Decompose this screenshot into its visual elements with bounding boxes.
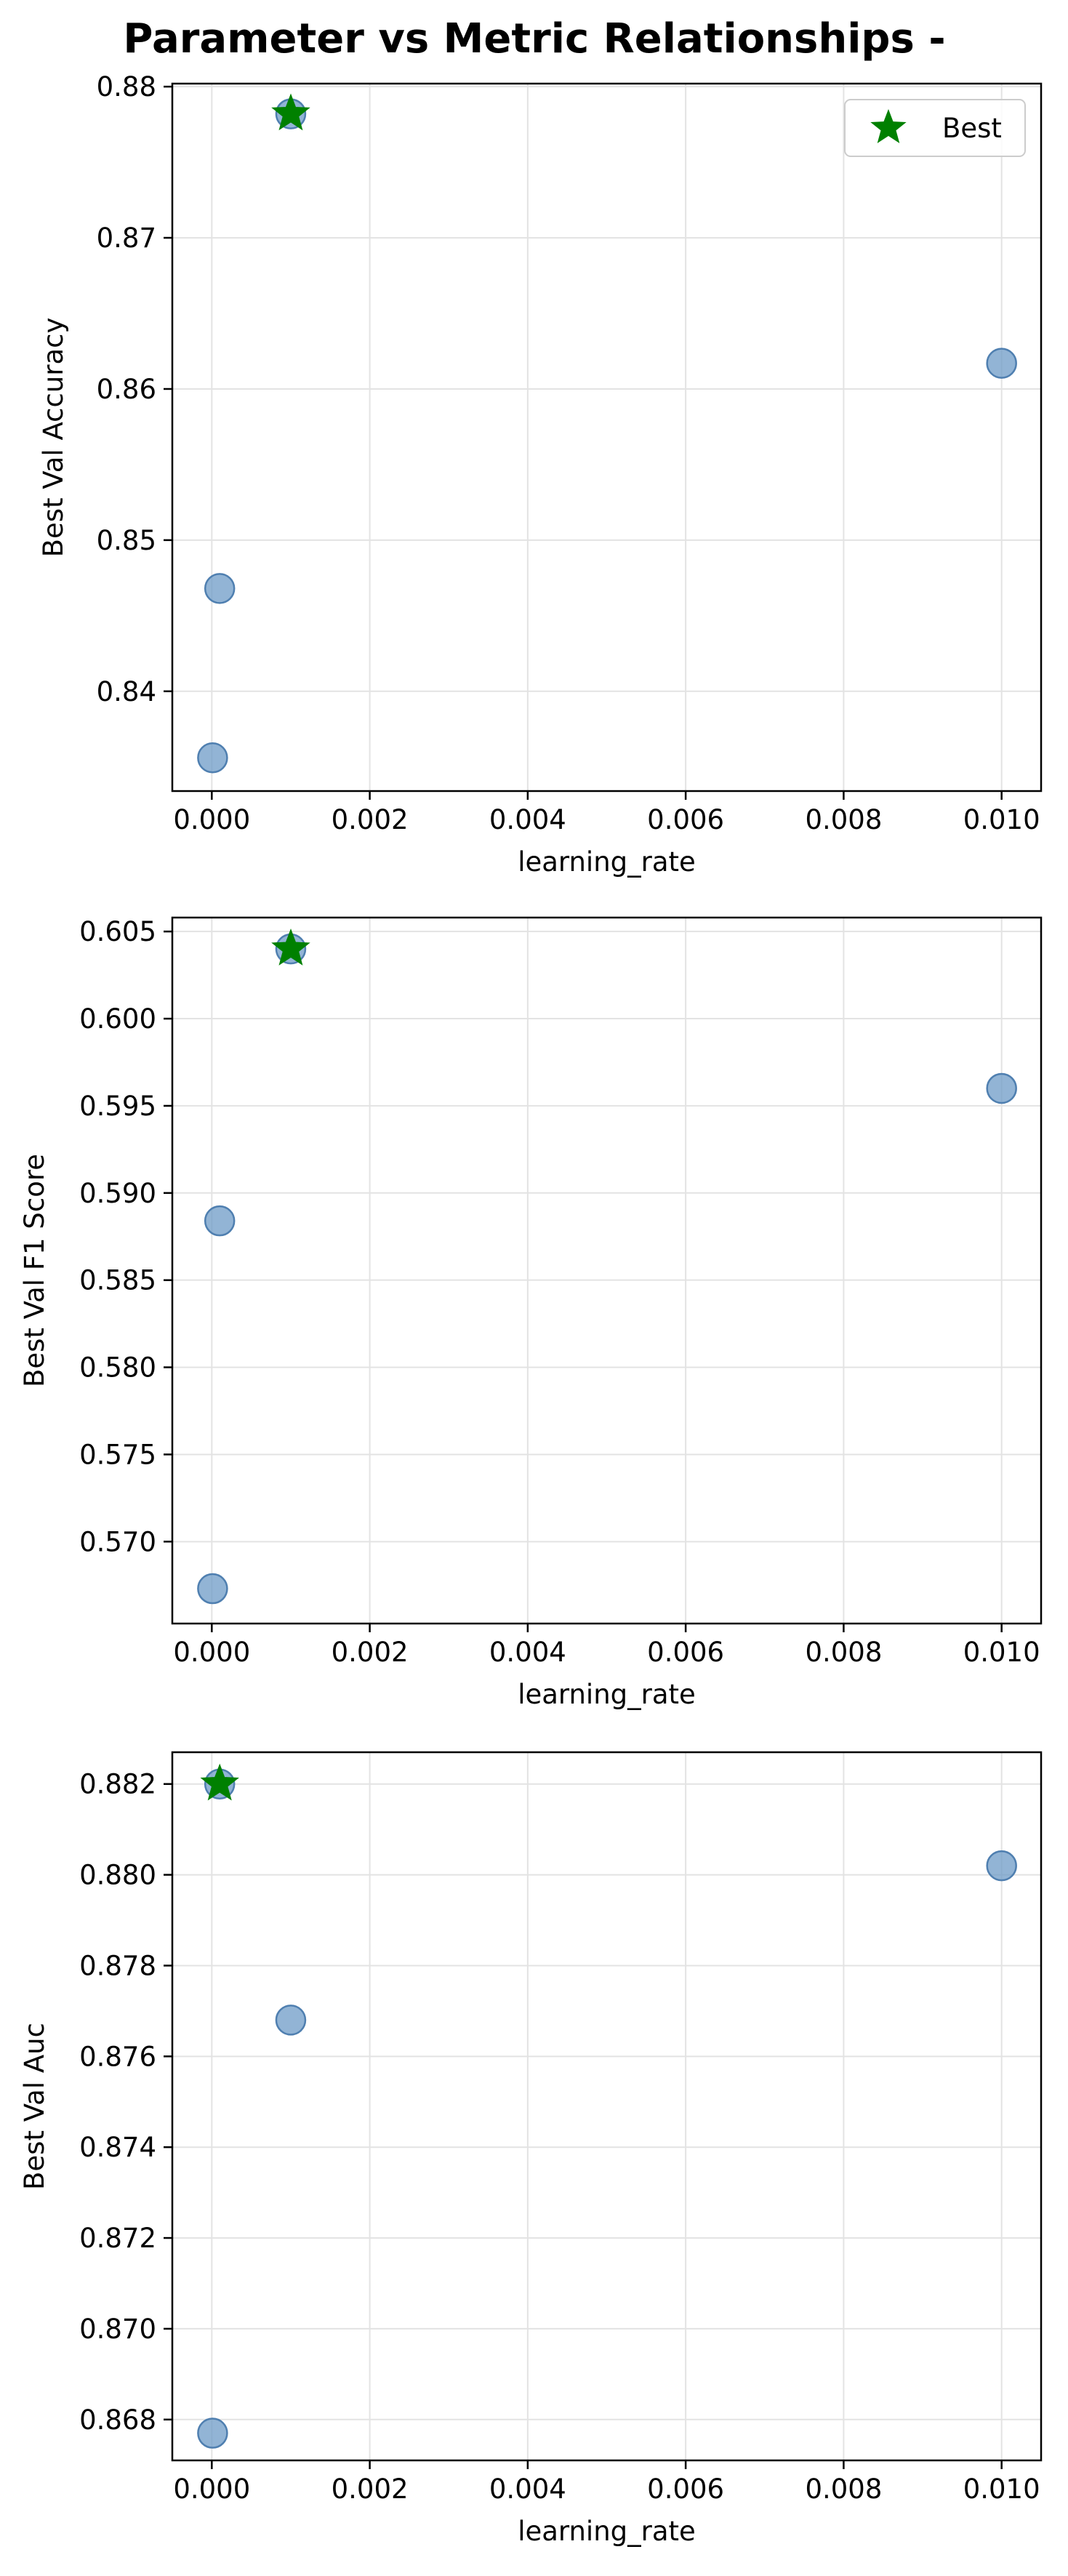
accuracy-y-tick-label: 0.87 [97, 222, 156, 254]
accuracy-y-tick-label: 0.88 [97, 71, 156, 103]
f1-score-data-point [197, 1573, 228, 1605]
accuracy-y-tick-label: 0.85 [97, 525, 156, 556]
accuracy-data-point [204, 573, 236, 604]
accuracy-data-point [197, 742, 228, 774]
accuracy-legend: Best [844, 99, 1026, 157]
f1-score-x-tick-label: 0.010 [963, 1637, 1040, 1668]
accuracy-x-tick-label: 0.004 [489, 804, 566, 835]
f1-score-data-point [204, 1205, 236, 1237]
accuracy-y-tick-label: 0.86 [97, 374, 156, 405]
figure-title: Parameter vs Metric Relationships - [123, 15, 945, 63]
auc-y-tick-label: 0.868 [79, 2404, 156, 2436]
accuracy-x-tick-label: 0.000 [173, 804, 250, 835]
auc-x-tick-label: 0.000 [173, 2473, 250, 2505]
accuracy-data-point [986, 348, 1017, 379]
accuracy-legend-star-icon [870, 109, 907, 143]
auc-y-tick-label: 0.870 [79, 2314, 156, 2345]
auc-best-star-marker [200, 1763, 239, 1801]
f1-score-x-tick-label: 0.006 [647, 1637, 724, 1668]
accuracy-axes-frame [171, 82, 1043, 793]
f1-score-x-tick-label: 0.008 [805, 1637, 882, 1668]
accuracy-x-tick-label: 0.008 [805, 804, 882, 835]
accuracy-best-star-marker [271, 93, 310, 131]
f1-score-y-tick-label: 0.575 [79, 1439, 156, 1470]
auc-y-tick-label: 0.880 [79, 1860, 156, 1891]
auc-y-tick-label: 0.874 [79, 2132, 156, 2163]
auc-y-tick-label: 0.872 [79, 2223, 156, 2254]
f1-score-best-star-marker [271, 928, 310, 966]
auc-data-point [275, 2005, 307, 2036]
accuracy-x-tick-label: 0.010 [963, 804, 1040, 835]
f1-score-panel: 0.000 0.002 0.004 0.006 0.008 0.010 0.570 0.575… [19, 916, 1043, 1710]
f1-score-y-tick-label: 0.570 [79, 1526, 156, 1557]
f1-score-x-tick-label: 0.004 [489, 1637, 566, 1668]
auc-x-tick-label: 0.004 [489, 2473, 566, 2505]
f1-score-x-axis-label: learning_rate [518, 1679, 696, 1710]
f1-score-data-point [986, 1072, 1017, 1104]
auc-data-point [197, 2417, 228, 2449]
auc-panel: 0.000 0.002 0.004 0.006 0.008 0.010 0.868 0.870… [19, 1751, 1043, 2547]
auc-x-axis-label: learning_rate [518, 2516, 696, 2547]
accuracy-legend-label: Best [942, 113, 1002, 144]
auc-x-tick-label: 0.002 [332, 2473, 409, 2505]
accuracy-x-tick-label: 0.002 [332, 804, 409, 835]
f1-score-y-axis-label: Best Val F1 Score [19, 1154, 50, 1387]
f1-score-y-tick-label: 0.605 [79, 916, 156, 947]
f1-score-y-tick-label: 0.595 [79, 1091, 156, 1122]
f1-score-y-tick-label: 0.585 [79, 1265, 156, 1296]
auc-y-tick-label: 0.878 [79, 1950, 156, 1981]
f1-score-y-tick-label: 0.580 [79, 1352, 156, 1384]
auc-y-tick-label: 0.876 [79, 2041, 156, 2072]
f1-score-y-tick-label: 0.600 [79, 1003, 156, 1035]
accuracy-x-axis-label: learning_rate [518, 846, 696, 878]
accuracy-x-tick-label: 0.006 [647, 804, 724, 835]
accuracy-panel: 0.000 0.002 0.004 0.006 0.008 0.010 0.84 0.85 0.… [38, 71, 1043, 878]
f1-score-x-tick-label: 0.002 [332, 1637, 409, 1668]
auc-x-tick-label: 0.010 [963, 2473, 1040, 2505]
f1-score-x-tick-label: 0.000 [173, 1637, 250, 1668]
f1-score-y-tick-label: 0.590 [79, 1178, 156, 1209]
accuracy-y-axis-label: Best Val Accuracy [38, 318, 69, 558]
auc-axes-frame [171, 1751, 1043, 2462]
accuracy-y-tick-label: 0.84 [97, 676, 156, 707]
auc-x-tick-label: 0.008 [805, 2473, 882, 2505]
auc-data-point [986, 1850, 1017, 1882]
auc-x-tick-label: 0.006 [647, 2473, 724, 2505]
auc-y-tick-label: 0.882 [79, 1769, 156, 1800]
f1-score-axes-frame [171, 916, 1043, 1625]
auc-y-axis-label: Best Val Auc [19, 2023, 50, 2190]
